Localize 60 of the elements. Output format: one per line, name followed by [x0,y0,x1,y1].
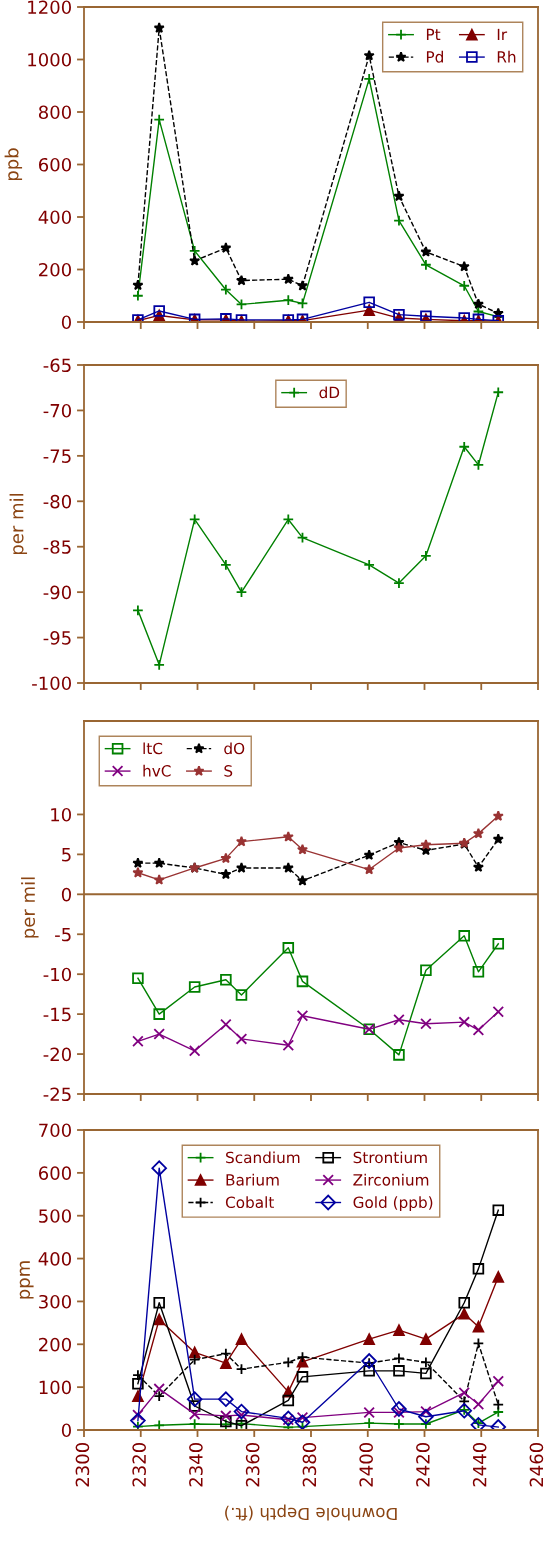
y-axis-title: per mil [9,494,28,555]
y-tick-label: 700 [39,1123,71,1138]
legend-label: S [224,765,233,777]
legend-label: Barium [226,1173,279,1186]
legend-label: Cobalt [225,1196,274,1209]
legend-label: dO [224,742,245,755]
x-tick-label: 2320 [132,1443,146,1487]
y-tick-label: -65 [43,358,71,373]
y-tick-label: 5 [62,848,71,862]
y-tick-label: -85 [43,540,71,554]
y-tick-label: 600 [38,1166,71,1180]
y-tick-label: -100 [32,676,71,691]
legend-label: hvC [143,764,171,777]
y-tick-label: -80 [43,494,71,509]
x-tick-label: 2380 [302,1443,317,1487]
y-tick-label: 300 [39,1294,71,1309]
legend-label: Scandium [226,1151,300,1164]
x-tick-label: 2340 [189,1443,203,1487]
legend-label: Rh [497,50,516,63]
y-tick-label: 0 [61,315,71,330]
y-tick-label: 200 [39,262,71,277]
y-tick-label: -10 [43,967,71,982]
y-tick-label: -25 [43,1087,71,1102]
x-tick-label: 2460 [529,1443,544,1487]
y-axis-title: ppb [4,148,23,181]
y-tick-label: 400 [38,1252,71,1266]
y-tick-label: 600 [38,157,71,172]
y-tick-label: 1000 [28,52,71,67]
x-axis-title: Downhole Depth (ft.) [225,1504,397,1521]
legend-label: Strontium [353,1151,427,1164]
legend-label: Gold (ppb) [353,1196,433,1212]
y-tick-label: 800 [38,105,71,120]
y-tick-label: 0 [61,1423,71,1438]
legend-label: ltC [143,742,163,755]
x-tick-label: 2440 [472,1443,487,1487]
y-tick-label: -15 [43,1007,71,1022]
x-tick-label: 2400 [359,1443,373,1487]
y-tick-label: -5 [55,927,71,942]
y-tick-label: 200 [39,1337,71,1352]
x-tick-label: 2300 [75,1443,90,1487]
y-tick-label: 10 [51,807,71,822]
y-axis-title: ppm [19,1261,34,1299]
y-tick-label: -75 [43,449,71,463]
y-axis-title: per mil [21,877,39,938]
legend-label: Pt [426,28,441,40]
legend-label: Zirconium [353,1173,429,1186]
y-tick-label: 500 [39,1209,71,1223]
x-tick-label: 2420 [416,1443,430,1487]
y-tick-label: -90 [43,585,71,600]
y-tick-label: -20 [43,1047,71,1062]
legend-label: Ir [497,28,508,40]
y-tick-label: -70 [43,403,71,418]
y-tick-label: 0 [61,887,71,902]
legend-label: dD [319,386,340,399]
x-tick-label: 2360 [245,1443,260,1487]
y-tick-label: -95 [43,631,71,645]
legend-label: Pd [426,50,443,63]
y-tick-label: 400 [38,210,71,225]
y-tick-label: 1200 [28,0,71,15]
y-tick-label: 100 [39,1380,71,1395]
